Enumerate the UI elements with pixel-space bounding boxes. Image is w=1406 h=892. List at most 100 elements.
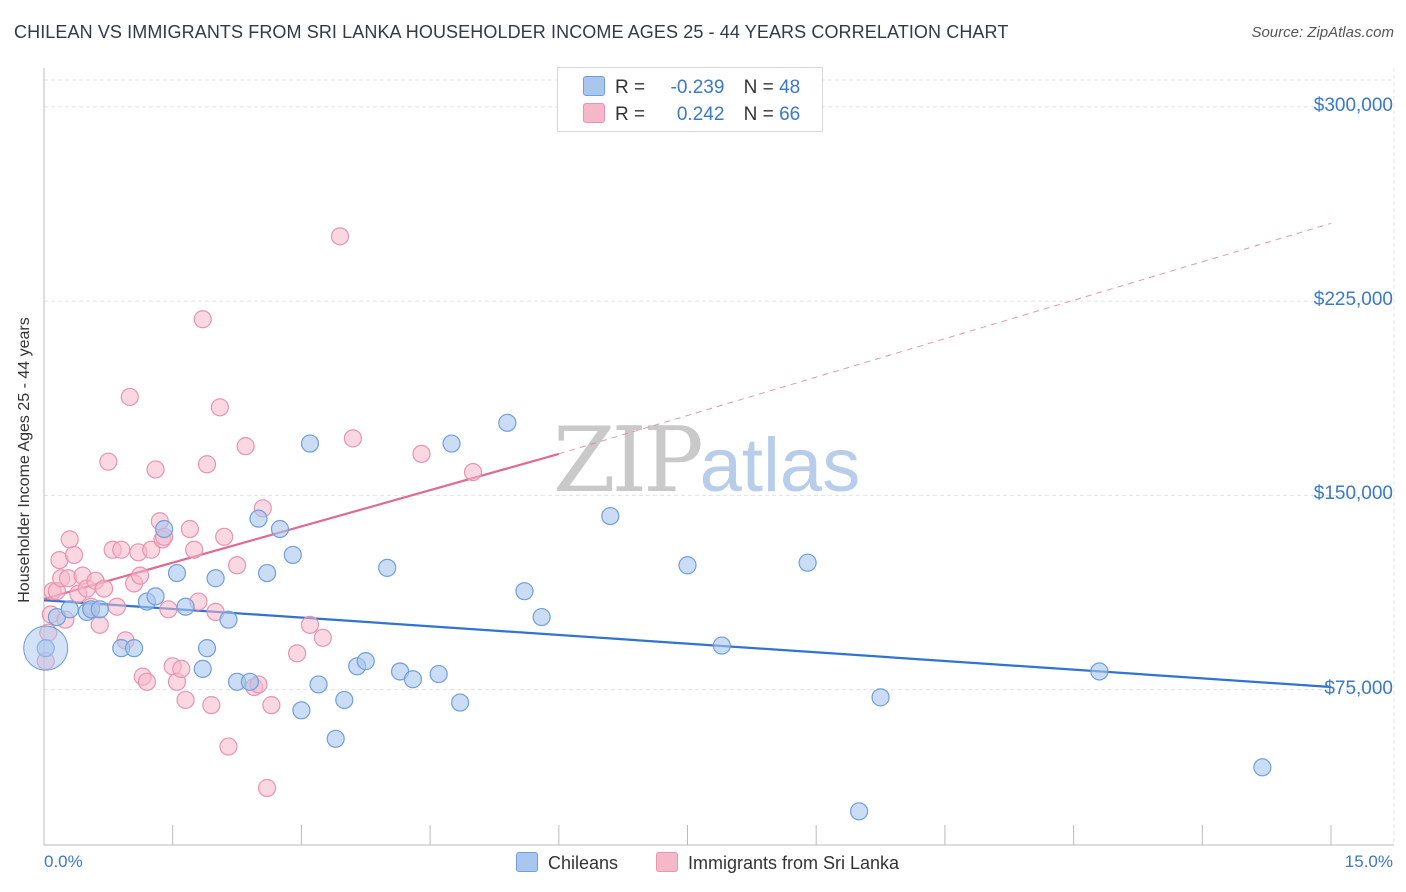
- point-chileans: [240, 672, 260, 691]
- point-srilanka: [236, 437, 255, 456]
- point-srilanka: [193, 310, 212, 329]
- watermark-atlas: atlas: [699, 423, 861, 508]
- point-chileans: [176, 597, 195, 616]
- point-srilanka: [142, 540, 161, 559]
- point-chileans: [798, 553, 817, 572]
- point-chileans: [849, 802, 869, 821]
- series-srilanka-points: [36, 227, 483, 798]
- correlation-legend: R = -0.239 N = 48 R = 0.242 N = 66: [557, 67, 823, 132]
- legend-r-label: R =: [615, 77, 646, 98]
- point-chileans: [90, 600, 109, 619]
- point-chileans: [1253, 758, 1272, 777]
- legend-n-label: N =: [743, 77, 774, 98]
- point-srilanka: [288, 644, 307, 663]
- legend-r-label: R =: [615, 104, 646, 125]
- point-chileans: [300, 434, 320, 453]
- bottom-legend-label-srilanka: Immigrants from Sri Lanka: [688, 853, 900, 873]
- point-chileans: [532, 607, 551, 627]
- y-tick-label: $75,000: [1324, 677, 1393, 699]
- point-srilanka: [330, 227, 350, 246]
- legend-n-value: 48: [779, 77, 801, 98]
- point-srilanka: [130, 566, 150, 585]
- point-srilanka: [463, 462, 483, 482]
- point-srilanka: [202, 696, 221, 715]
- point-srilanka: [215, 527, 234, 546]
- point-chileans: [124, 639, 144, 658]
- axes: [43, 68, 1394, 846]
- x-tick-label-min: 0.0%: [44, 852, 83, 871]
- grid-lines: [44, 68, 1395, 845]
- y-axis-label-wrap: Householder Income Ages 25 - 44 years: [10, 140, 40, 780]
- trend-line-srilanka: [43, 452, 560, 601]
- point-chileans: [326, 729, 345, 748]
- x-tick-label-max: 15.0%: [1344, 852, 1393, 871]
- legend-swatch-srilanka: [583, 103, 605, 123]
- bottom-legend-chileans: Chileans: [516, 852, 618, 874]
- point-chileans: [219, 610, 238, 629]
- point-srilanka: [159, 600, 178, 619]
- point-chileans: [283, 545, 302, 565]
- point-chileans: [871, 688, 890, 707]
- trend-line-chileans: [43, 599, 1332, 689]
- legend-row-srilanka: R = 0.242 N = 66: [583, 103, 800, 126]
- y-tick-label: $300,000: [1313, 94, 1393, 116]
- chart-title: CHILEAN VS IMMIGRANTS FROM SRI LANKA HOU…: [14, 22, 1009, 42]
- bottom-legend-srilanka: Immigrants from Sri Lanka: [656, 852, 899, 874]
- point-chileans-cluster: [23, 625, 69, 671]
- legend-n-label: N =: [743, 104, 774, 125]
- point-chileans: [197, 639, 217, 658]
- point-chileans: [292, 701, 311, 720]
- point-chileans: [257, 563, 277, 583]
- point-chileans: [515, 582, 534, 601]
- point-srilanka: [262, 696, 281, 715]
- legend-r-value: 0.242: [676, 104, 725, 125]
- point-srilanka: [90, 615, 109, 634]
- point-chileans: [1090, 662, 1109, 681]
- point-chileans: [451, 693, 470, 712]
- point-srilanka: [120, 387, 139, 407]
- point-srilanka: [60, 530, 79, 549]
- legend-n-value: 66: [779, 104, 801, 125]
- point-chileans: [601, 506, 620, 526]
- point-srilanka: [107, 597, 127, 616]
- point-chileans: [249, 509, 268, 528]
- point-chileans: [270, 519, 290, 539]
- legend-r-value: -0.239: [670, 77, 725, 98]
- point-srilanka: [197, 455, 217, 474]
- point-srilanka: [176, 690, 195, 710]
- trend-line-srilanka-extended: [558, 222, 1332, 455]
- point-chileans: [60, 600, 79, 619]
- point-chileans: [378, 558, 397, 577]
- point-chileans: [146, 587, 165, 606]
- point-chileans: [356, 652, 375, 671]
- point-chileans: [712, 636, 731, 655]
- point-srilanka: [185, 540, 204, 559]
- point-chileans: [335, 690, 354, 710]
- y-tick-label: $225,000: [1313, 289, 1393, 311]
- bottom-legend-label-chileans: Chileans: [548, 853, 619, 873]
- y-axis-label: Householder Income Ages 25 - 44 years: [16, 317, 33, 603]
- point-chileans: [155, 519, 174, 539]
- legend-row-chileans: R = -0.239 N = 48: [583, 76, 800, 99]
- legend-swatch-chileans: [583, 76, 605, 96]
- source-label: Source: ZipAtlas.com: [1251, 24, 1394, 41]
- point-srilanka: [300, 615, 320, 634]
- point-chileans: [309, 675, 328, 694]
- bottom-legend-swatch-srilanka: [656, 852, 678, 872]
- bottom-legend-swatch-chileans: [516, 852, 538, 872]
- point-chileans: [498, 413, 517, 432]
- point-srilanka: [180, 519, 199, 539]
- point-chileans: [167, 563, 187, 583]
- series-chileans-points: [23, 413, 1272, 821]
- y-tick-label: $150,000: [1313, 483, 1393, 505]
- point-srilanka: [210, 398, 229, 417]
- point-srilanka: [313, 628, 332, 647]
- point-chileans: [206, 569, 225, 588]
- point-srilanka: [99, 452, 118, 471]
- point-srilanka: [64, 545, 84, 565]
- point-chileans: [429, 664, 448, 684]
- point-srilanka: [112, 540, 131, 559]
- point-chileans: [442, 434, 461, 453]
- point-srilanka: [137, 672, 157, 691]
